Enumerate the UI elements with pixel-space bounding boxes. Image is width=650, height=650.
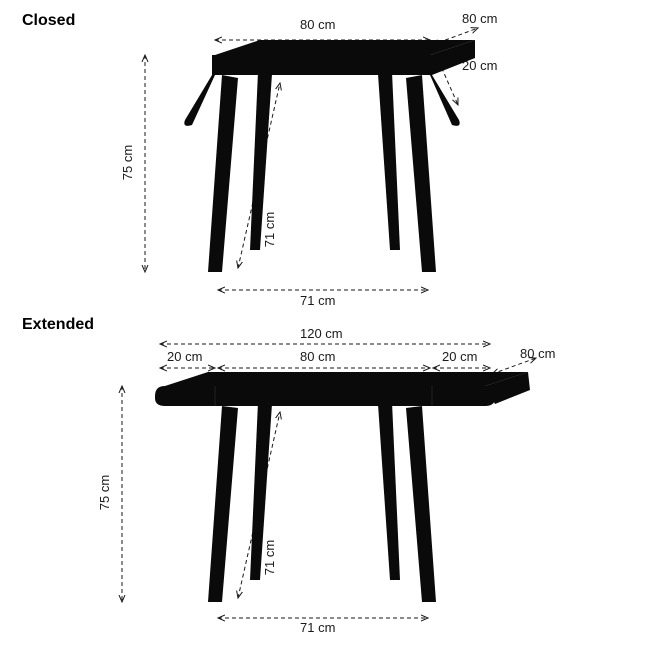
ext-depth: 80 cm [520, 346, 555, 361]
closed-height: 75 cm [120, 145, 135, 180]
closed-depth: 80 cm [462, 11, 497, 26]
closed-top-width: 80 cm [300, 17, 335, 32]
ext-center: 80 cm [300, 349, 335, 364]
ext-full-width: 120 cm [300, 326, 343, 341]
ext-height: 75 cm [97, 475, 112, 510]
ext-inner-leg: 71 cm [262, 540, 277, 575]
ext-left: 20 cm [167, 349, 202, 364]
closed-inner-leg: 71 cm [262, 212, 277, 247]
ext-right: 20 cm [442, 349, 477, 364]
ext-base: 71 cm [300, 620, 335, 635]
closed-table-figure [0, 0, 650, 330]
closed-base: 71 cm [300, 293, 335, 308]
closed-flap: 20 cm [462, 58, 497, 73]
